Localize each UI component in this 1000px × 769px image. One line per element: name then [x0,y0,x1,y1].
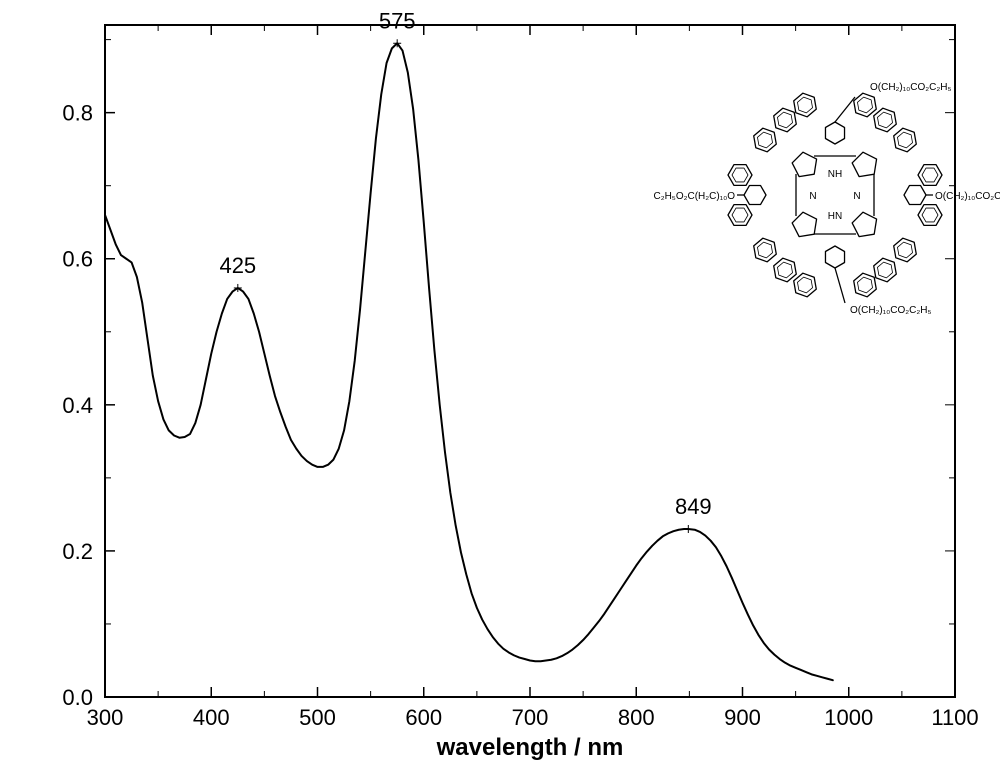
svg-text:900: 900 [724,705,761,730]
svg-text:700: 700 [512,705,549,730]
svg-text:N: N [809,191,816,202]
peak-label: 849 [675,494,712,519]
svg-text:C₂H₅O₂C(H₂C)₁₀O: C₂H₅O₂C(H₂C)₁₀O [653,191,735,202]
svg-text:0.2: 0.2 [62,539,93,564]
svg-text:O(CH₂)₁₀CO₂C₂H₅: O(CH₂)₁₀CO₂C₂H₅ [870,82,952,93]
svg-text:0.4: 0.4 [62,393,93,418]
svg-text:0.8: 0.8 [62,101,93,126]
svg-text:0.6: 0.6 [62,247,93,272]
svg-text:800: 800 [618,705,655,730]
peak-label: 425 [219,253,256,278]
svg-text:600: 600 [405,705,442,730]
svg-text:0.0: 0.0 [62,685,93,710]
svg-text:NH: NH [828,169,842,180]
svg-text:N: N [853,191,860,202]
svg-text:1000: 1000 [824,705,873,730]
svg-text:1100: 1100 [931,705,978,730]
x-axis-label: wavelength / nm [436,734,624,761]
spectrum-chart: 300400500600700800900100011000.00.20.40.… [0,0,1000,769]
svg-text:O(CH₂)₁₀CO₂C₂H₅: O(CH₂)₁₀CO₂C₂H₅ [850,305,932,316]
svg-text:400: 400 [193,705,230,730]
svg-text:O(CH₂)₁₀CO₂C₂H₅: O(CH₂)₁₀CO₂C₂H₅ [935,191,1000,202]
svg-text:HN: HN [828,211,842,222]
svg-text:500: 500 [299,705,336,730]
peak-label: 575 [379,8,416,33]
